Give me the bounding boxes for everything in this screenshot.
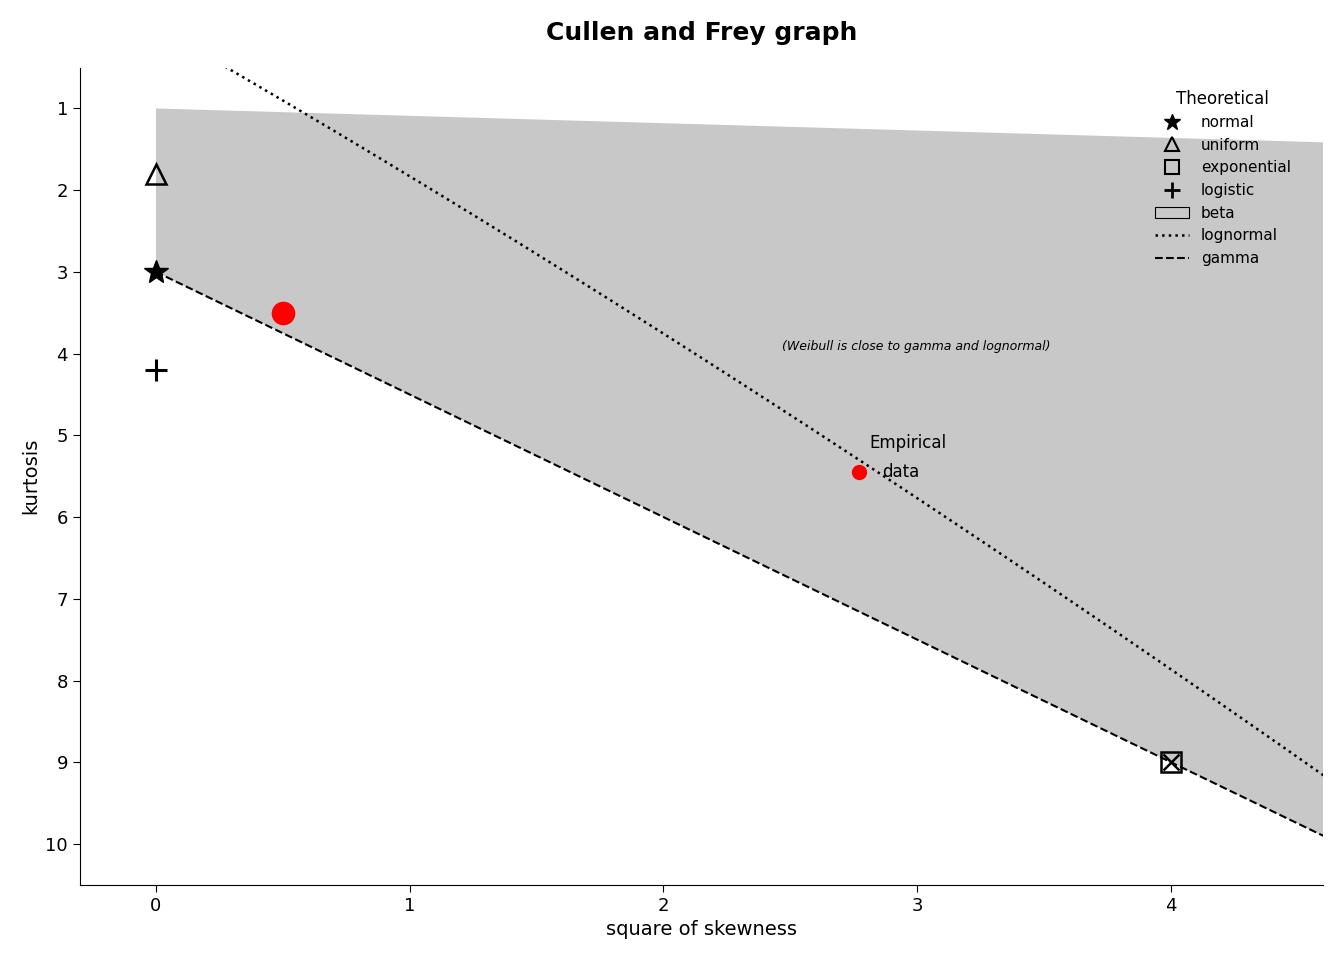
Y-axis label: kurtosis: kurtosis [22, 438, 40, 515]
Legend: normal, uniform, exponential, logistic, beta, lognormal, gamma: normal, uniform, exponential, logistic, … [1149, 84, 1297, 272]
Text: data: data [882, 463, 919, 481]
Title: Cullen and Frey graph: Cullen and Frey graph [546, 21, 857, 45]
X-axis label: square of skewness: square of skewness [606, 921, 797, 939]
Text: Empirical: Empirical [870, 434, 946, 451]
Polygon shape [156, 108, 1322, 836]
Text: (Weibull is close to gamma and lognormal): (Weibull is close to gamma and lognormal… [782, 340, 1051, 352]
